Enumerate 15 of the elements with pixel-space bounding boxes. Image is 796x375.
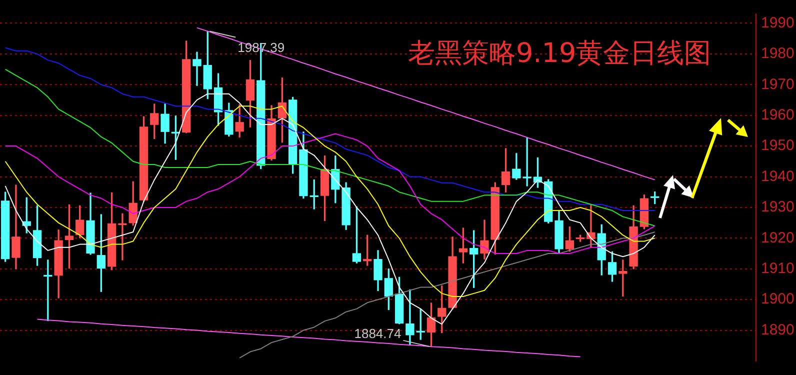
y-tick-label: 1890 [761, 321, 794, 338]
y-tick-label: 1940 [761, 168, 794, 185]
y-tick-label: 1900 [761, 290, 794, 308]
annotation: 1884.74 [354, 326, 402, 342]
y-tick-label: 1920 [761, 229, 794, 246]
y-tick-label: 1980 [761, 45, 794, 62]
y-tick-label: 1930 [761, 198, 794, 216]
candlestick [118, 213, 127, 260]
y-tick-label: 1910 [761, 260, 794, 278]
y-tick-label: 1990 [761, 14, 794, 32]
text: 老黑策略9.19黄金日线图 [408, 37, 712, 71]
y-tick-label: 1950 [761, 137, 794, 154]
y-tick-label: 1960 [761, 106, 794, 124]
candlestick [192, 52, 202, 86]
y-tick-label: 1970 [761, 76, 794, 93]
